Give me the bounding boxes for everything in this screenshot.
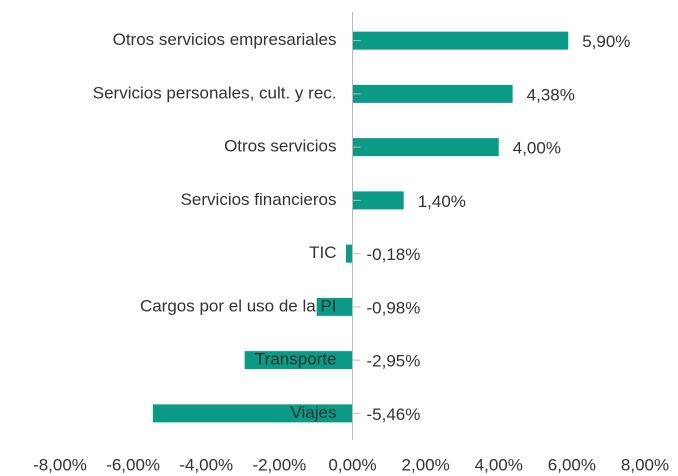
x-tick-label: -4,00% [179, 455, 233, 474]
value-label: 5,90% [582, 32, 630, 51]
x-tick-label: 6,00% [548, 455, 596, 474]
bar [316, 297, 353, 316]
category-label: Cargos por el uso de la PI [140, 296, 337, 315]
value-label: -0,98% [367, 298, 421, 317]
value-label: 4,38% [527, 85, 575, 104]
bar [152, 404, 353, 423]
x-tick-label: 2,00% [402, 455, 450, 474]
value-label: 1,40% [418, 192, 466, 211]
x-tick-label: 4,00% [475, 455, 523, 474]
x-tick-label: -6,00% [106, 455, 160, 474]
category-label: Otros servicios empresariales [113, 30, 337, 49]
category-label: Servicios personales, cult. y rec. [93, 83, 337, 102]
bar [352, 138, 499, 157]
x-tick-label: -2,00% [252, 455, 306, 474]
x-tick-label: 8,00% [621, 455, 669, 474]
bar [352, 84, 513, 103]
category-label: TIC [309, 243, 336, 262]
bar [352, 191, 404, 210]
value-label: 4,00% [513, 139, 561, 158]
category-label: Servicios financieros [181, 190, 337, 209]
category-label: Otros servicios [224, 137, 336, 156]
x-tick-label: 0,00% [328, 455, 376, 474]
category-label: Transporte [255, 350, 337, 369]
value-label: -0,18% [367, 245, 421, 264]
value-label: -2,95% [367, 352, 421, 371]
bar [352, 31, 569, 50]
category-label: Viajes [291, 403, 337, 422]
bar [345, 244, 353, 263]
x-tick-label: -8,00% [33, 455, 87, 474]
value-label: -5,46% [367, 405, 421, 424]
bar [244, 351, 353, 370]
